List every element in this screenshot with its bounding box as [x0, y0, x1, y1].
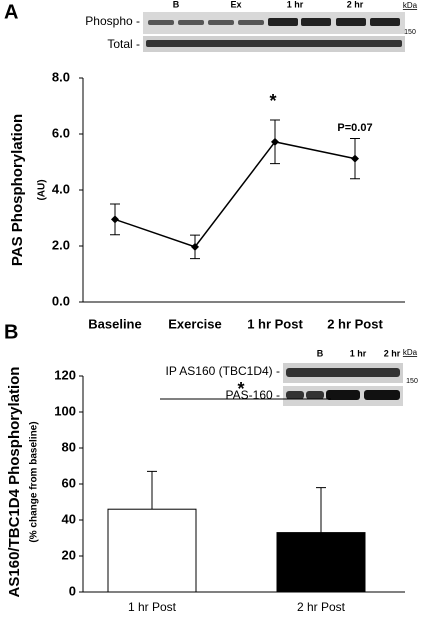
x-tick-label: Baseline — [88, 316, 141, 331]
x-tick-label: 2 hr Post — [327, 316, 383, 331]
y-tick-label: 6.0 — [52, 125, 70, 140]
y-tick-label: 8.0 — [52, 69, 70, 84]
bar — [107, 508, 197, 593]
y-tick-label: 60 — [62, 475, 76, 490]
blot-marker: 150 — [404, 29, 416, 36]
blot-row-label: Phospho - — [85, 14, 140, 28]
blot-lane-label: B — [317, 348, 324, 358]
data-point — [191, 242, 199, 251]
y-axis-subtitle: (AU) — [37, 179, 48, 200]
y-tick-label: 2.0 — [52, 237, 70, 252]
x-tick-label: 1 hr Post — [128, 600, 177, 614]
data-line — [114, 141, 356, 248]
x-tick-label: Exercise — [168, 316, 222, 331]
blot-unit: kDa — [403, 1, 418, 10]
panel-letter: B — [4, 321, 18, 343]
y-tick-label: 100 — [54, 403, 76, 418]
blot-row-label: Total - — [107, 37, 140, 51]
error-bar — [316, 487, 326, 533]
y-tick-label: 4.0 — [52, 181, 70, 196]
data-point — [271, 137, 279, 146]
blot-lane-label: 1 hr — [350, 348, 367, 358]
annotation: * — [237, 379, 244, 399]
y-tick-label: 40 — [62, 511, 76, 526]
blot-lane-label: Ex — [230, 0, 241, 9]
x-tick-label: 2 hr Post — [297, 600, 346, 614]
annotation: * — [269, 91, 276, 111]
y-tick-label: 0 — [69, 583, 76, 598]
blot-unit: kDa — [403, 348, 418, 357]
y-axis-subtitle: (% change from baseline) — [29, 421, 40, 542]
y-axis-title: AS160/TBC1D4 Phosphorylation — [6, 367, 23, 598]
blot-row-label: IP AS160 (TBC1D4) - — [166, 364, 281, 378]
data-point — [111, 215, 119, 224]
blot-image-a — [143, 12, 405, 52]
blot-row-label: PAS-160 - — [226, 388, 280, 402]
blot-lane-label: 2 hr — [347, 0, 364, 9]
error-bar — [147, 470, 157, 510]
blot-image-b — [283, 363, 403, 406]
data-point — [351, 154, 359, 163]
y-tick-label: 20 — [62, 547, 76, 562]
annotation: P=0.07 — [337, 122, 372, 134]
y-axis-title: PAS Phosphorylation — [9, 114, 26, 266]
y-tick-label: 120 — [54, 367, 76, 382]
blot-lane-label: 1 hr — [287, 0, 304, 9]
blot-marker: 150 — [406, 378, 418, 385]
panel-letter: A — [4, 1, 18, 23]
x-tick-label: 1 hr Post — [247, 316, 303, 331]
blot-lane-label: 2 hr — [384, 348, 401, 358]
bar — [276, 532, 366, 593]
y-tick-label: 80 — [62, 439, 76, 454]
y-tick-label: 0.0 — [52, 293, 70, 308]
blot-lane-label: B — [173, 0, 180, 9]
